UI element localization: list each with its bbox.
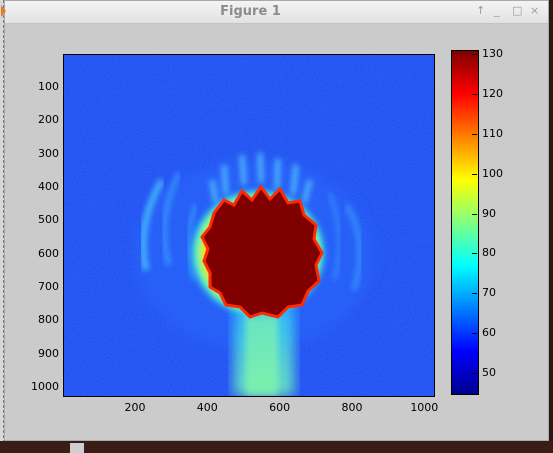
colorbar-tick-mark	[472, 373, 477, 375]
y-tick-label: 900	[38, 346, 59, 360]
colorbar-tick-label: 60	[482, 326, 496, 340]
app-icon	[1, 5, 6, 17]
pin-icon[interactable]: ↑	[476, 4, 486, 17]
y-tick-label: 500	[38, 213, 59, 227]
taskbar-button[interactable]	[70, 443, 84, 453]
colorbar-tick-mark	[472, 333, 477, 335]
window-title: Figure 1	[220, 4, 281, 19]
colorbar[interactable]	[451, 50, 479, 395]
colorbar-tick-mark	[472, 53, 477, 55]
colorbar-tick-mark	[472, 173, 477, 175]
desktop-background	[0, 441, 553, 453]
x-tick-label: 400	[196, 401, 218, 414]
y-tick-label: 100	[38, 80, 59, 93]
colorbar-tick-mark	[472, 293, 477, 295]
maximize-icon[interactable]: □	[512, 4, 523, 17]
x-tick-label: 600	[269, 401, 291, 414]
colorbar-tick-label: 50	[482, 366, 496, 380]
desktop-edge	[0, 0, 4, 453]
x-tick-label: 200	[124, 401, 146, 414]
y-tick-label: 600	[38, 246, 59, 260]
heatmap-image	[64, 55, 434, 396]
y-tick-label: 700	[38, 280, 59, 293]
close-icon[interactable]: ×	[530, 4, 540, 17]
colorbar-tick-mark	[472, 93, 477, 95]
colorbar-tick-label: 80	[482, 246, 496, 260]
y-tick-label: 200	[38, 113, 59, 127]
colorbar-tick-label: 100	[482, 166, 503, 180]
colorbar-tick-label: 70	[482, 286, 496, 300]
y-tick-label: 1000	[31, 380, 59, 393]
colorbar-tick-mark	[472, 253, 477, 255]
colorbar-tick-label: 90	[482, 206, 496, 220]
x-tick-label: 800	[341, 401, 363, 414]
title-bar[interactable]: Figure 1 ↑ _ □ ×	[1, 1, 548, 24]
figure-window: Figure 1 ↑ _ □ ×	[1, 0, 549, 441]
minimize-icon[interactable]: _	[494, 4, 500, 17]
y-tick-label: 300	[38, 146, 59, 160]
colorbar-tick-mark	[472, 213, 477, 215]
x-tick-label: 1000	[410, 401, 439, 414]
colorbar-tick-label: 110	[482, 126, 503, 140]
colorbar-tick-label: 120	[482, 86, 503, 100]
colorbar-tick-mark	[472, 133, 477, 135]
y-tick-label: 800	[38, 313, 59, 327]
y-tick-label: 400	[38, 180, 59, 193]
colorbar-tick-label: 130	[482, 46, 503, 60]
heatmap-axes[interactable]	[63, 54, 435, 397]
